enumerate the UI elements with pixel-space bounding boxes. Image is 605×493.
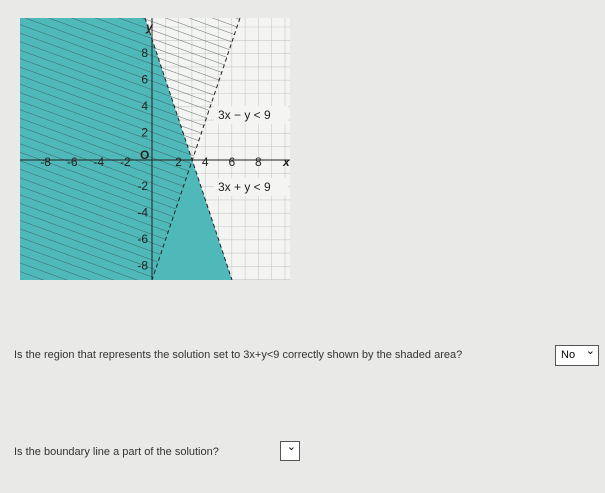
origin-label: O [140, 148, 149, 162]
y-tick-label: -8 [137, 259, 148, 273]
graph: x y O 3x − y < 9 3x + y < 9 -8 -6 -4 -2 2 4 6 8… [20, 17, 291, 281]
y-tick-label: -6 [137, 232, 148, 246]
inequality-label: 3x − y < 9 [218, 108, 271, 122]
x-tick-label: 4 [202, 155, 209, 169]
y-tick-label: -2 [137, 179, 148, 193]
question: Is the region that represents the soluti… [14, 349, 463, 361]
question: Is the boundary line a part of the solut… [14, 446, 219, 458]
tick-labels: -8 -6 -4 -2 2 4 6 8 8 6 4 2 -2 -4 -6 -8 [40, 46, 262, 273]
x-tick-label: 2 [175, 155, 182, 169]
y-tick-label: 6 [141, 72, 148, 86]
y-axis-label: y [145, 20, 154, 34]
dropdown[interactable]: No [555, 344, 599, 366]
x-tick-label: -4 [93, 155, 104, 169]
hatched-region [20, 18, 240, 280]
x-tick-label: 8 [255, 155, 262, 169]
label-bg [214, 106, 288, 124]
x-tick-label: -2 [120, 155, 131, 169]
y-tick-label: 8 [141, 46, 148, 60]
y-tick-label: 2 [141, 126, 148, 140]
dropdown[interactable] [280, 440, 300, 461]
y-tick-label: 4 [141, 99, 148, 113]
x-tick-label: 6 [228, 155, 235, 169]
inequality-label: 3x + y < 9 [218, 180, 271, 194]
y-tick-label: -4 [137, 205, 148, 219]
x-tick-label: -8 [40, 155, 51, 169]
label-bg [214, 178, 288, 196]
x-tick-label: -6 [67, 155, 78, 169]
x-axis-label: x [282, 155, 291, 169]
